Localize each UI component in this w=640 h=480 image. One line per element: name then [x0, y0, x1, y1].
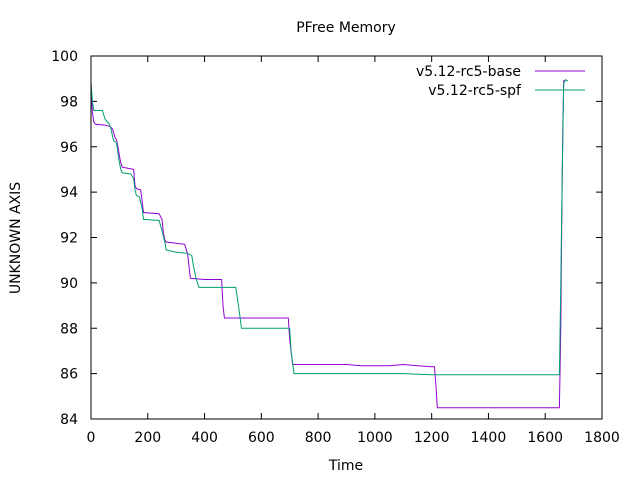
y-tick-label: 86 [60, 367, 78, 383]
x-tick-label: 400 [191, 430, 218, 446]
legend: v5.12-rc5-base v5.12-rc5-spf [416, 64, 585, 99]
x-tick-label: 1800 [584, 430, 620, 446]
legend-label-1: v5.12-rc5-base [416, 64, 521, 80]
y-tick-label: 90 [60, 276, 78, 292]
series-line-1 [90, 79, 566, 409]
y-tick-label: 94 [60, 185, 78, 201]
y-tick-label: 100 [51, 49, 78, 65]
x-tick-label: 600 [248, 430, 275, 446]
x-tick-label: 1000 [357, 430, 393, 446]
series-line-2 [90, 79, 569, 376]
x-axis-label: Time [328, 458, 363, 474]
legend-label-2: v5.12-rc5-spf [428, 83, 522, 99]
series-layer [90, 79, 569, 409]
x-tick-label: 1200 [414, 430, 450, 446]
y-tick-label: 88 [60, 321, 78, 337]
x-tick-label: 200 [134, 430, 161, 446]
plot-frame [90, 55, 603, 420]
y-tick-label: 92 [60, 231, 78, 247]
tick-labels: 0 200 400 600 800 1000 1200 1400 1600 1800 84 86 88 9… [51, 49, 620, 446]
x-tick-label: 0 [87, 430, 96, 446]
y-axis-label: UNKNOWN AXIS [8, 182, 24, 294]
chart-title: PFree Memory [296, 20, 396, 36]
y-tick-label: 96 [60, 140, 78, 156]
x-tick-label: 1400 [471, 430, 507, 446]
x-tick-label: 1600 [527, 430, 563, 446]
y-tick-label: 84 [60, 412, 78, 428]
y-tick-label: 98 [60, 94, 78, 110]
x-tick-label: 800 [305, 430, 332, 446]
